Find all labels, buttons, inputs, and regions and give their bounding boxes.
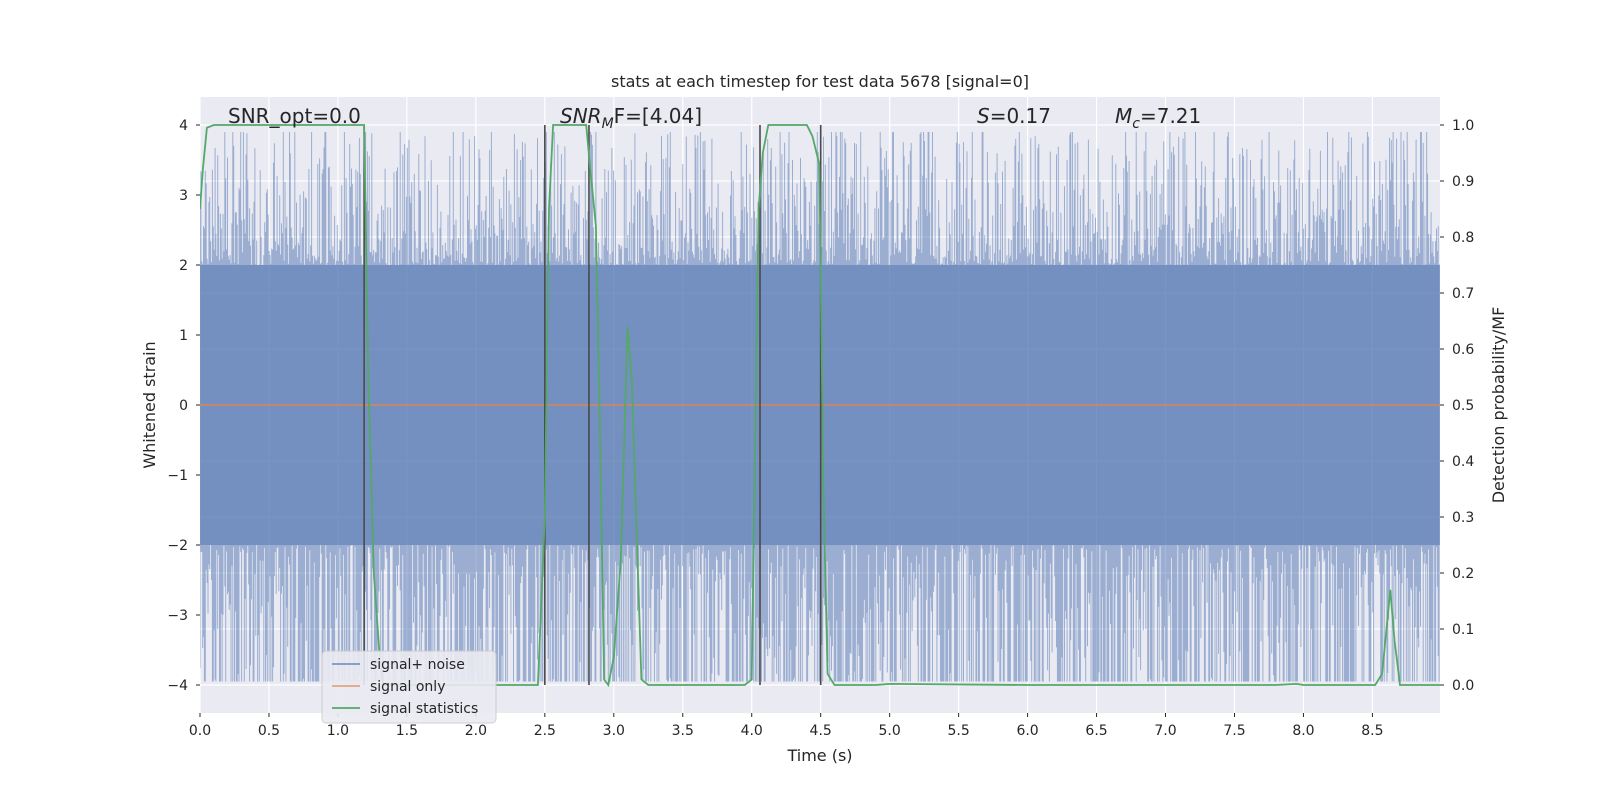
x-tick-label: 7.0	[1154, 723, 1176, 739]
x-tick-label: 3.5	[672, 723, 694, 739]
x-tick-label: 4.5	[810, 723, 832, 739]
x-tick-label: 5.0	[879, 723, 901, 739]
x-tick-label: 3.0	[603, 723, 625, 739]
legend-box	[321, 650, 497, 724]
y-tick-label-left: 0	[179, 398, 188, 414]
y-tick-label-right: 0.3	[1452, 510, 1474, 526]
y-axis-label-left: Whitened strain	[140, 341, 159, 468]
annotation-mc-sub: c	[1132, 116, 1140, 132]
signal-statistics-line	[200, 124, 1440, 688]
x-tick-label: 8.0	[1292, 723, 1314, 739]
y-tick-label-right: 0.4	[1452, 454, 1474, 470]
annotation-s-value: =0.17	[990, 104, 1051, 128]
x-tick-label: 0.5	[258, 723, 280, 739]
y-tick-label-right: 0.2	[1452, 566, 1474, 582]
noise-spikes	[200, 132, 1440, 682]
x-tick-label: 6.5	[1085, 723, 1107, 739]
tick-labels: 0.0 0.5 1.0 1.5 2.0 2.5 3.0 3.5 4.0 4.5 5.0 5.5 6.0 6…	[167, 118, 1474, 739]
y-tick-label-left: −4	[167, 678, 188, 694]
x-tick-label: 5.5	[947, 723, 969, 739]
y-tick-label-right: 0.6	[1452, 342, 1474, 358]
annotation-s-label: S	[977, 104, 990, 128]
y-tick-label-right: 1.0	[1452, 118, 1474, 134]
y-tick-label-right: 0.1	[1452, 622, 1474, 638]
x-tick-label: 1.0	[327, 723, 349, 739]
x-tick-label: 4.0	[741, 723, 763, 739]
y-tick-label-right: 0.8	[1452, 230, 1474, 246]
annotation-mc-value: =7.21	[1140, 104, 1201, 128]
annotation-mc-main: M	[1115, 104, 1132, 128]
y-tick-label-right: 0.0	[1452, 678, 1474, 694]
y-tick-label-left: 1	[179, 328, 188, 344]
legend-entry-signal-statistics: signal statistics	[370, 701, 478, 717]
y-tick-label-left: −2	[167, 538, 188, 554]
y-tick-label-right: 0.5	[1452, 398, 1474, 414]
legend-entry-signal-only: signal only	[370, 679, 445, 695]
y-axis-label-right: Detection probability/MF	[1489, 307, 1508, 504]
x-tick-label: 2.5	[534, 723, 556, 739]
signal-statistics-series	[200, 124, 1440, 688]
annotation-mc: Mc=7.21	[1115, 104, 1201, 132]
y-tick-label-left: 2	[179, 258, 188, 274]
y-tick-label-left: −1	[167, 468, 188, 484]
y-tick-label-right: 0.9	[1452, 174, 1474, 190]
annotation-s: S=0.17	[977, 104, 1051, 128]
legend-entry-signal-noise: signal+ noise	[370, 657, 465, 673]
legend: signal+ noise signal only signal statist…	[321, 650, 497, 724]
x-axis-label: Time (s)	[786, 746, 852, 765]
x-tick-label: 2.0	[465, 723, 487, 739]
annotation-snr-mf: SNRMF=[4.04]	[560, 104, 702, 132]
x-tick-label: 6.0	[1016, 723, 1038, 739]
annotation-snr-mf-rest: F=[4.04]	[614, 104, 702, 128]
annotation-snr-opt: SNR_opt=0.0	[228, 104, 361, 128]
x-tick-label: 1.5	[396, 723, 418, 739]
y-tick-label-left: 4	[179, 118, 188, 134]
x-tick-label: 8.5	[1361, 723, 1383, 739]
chart-title: stats at each timestep for test data 567…	[611, 72, 1029, 91]
y-tick-label-left: 3	[179, 188, 188, 204]
y-tick-label-left: −3	[167, 608, 188, 624]
y-tick-label-right: 0.7	[1452, 286, 1474, 302]
x-tick-label: 7.5	[1223, 723, 1245, 739]
x-tick-label: 0.0	[189, 723, 211, 739]
annotation-snr-mf-sub: M	[602, 116, 614, 132]
annotation-snr-mf-main: SNR	[560, 104, 602, 128]
